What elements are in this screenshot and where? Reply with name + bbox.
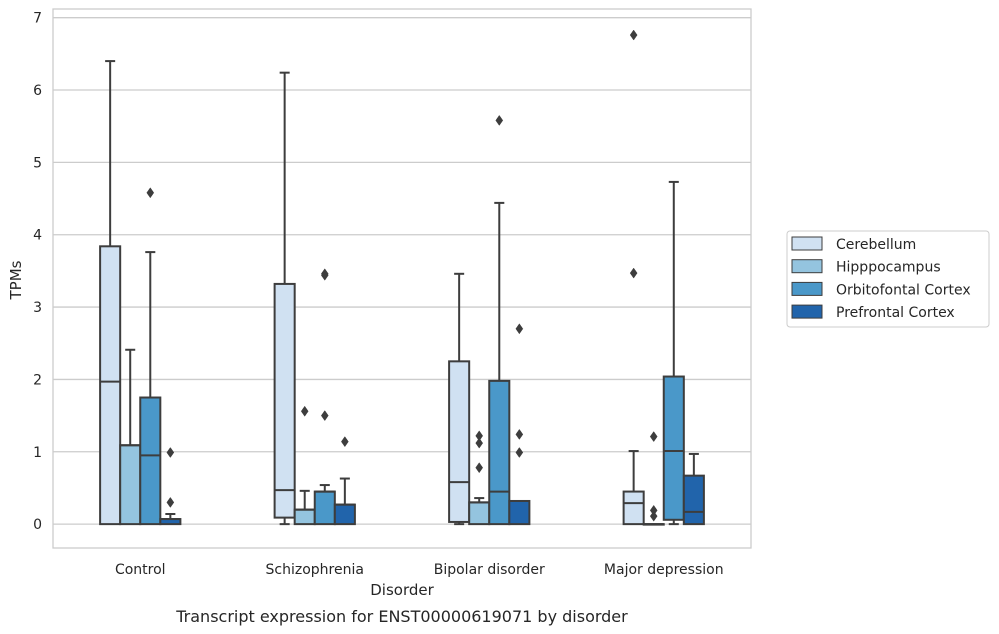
outlier-marker bbox=[649, 504, 658, 516]
legend-swatch bbox=[791, 281, 823, 296]
box-rect bbox=[468, 501, 491, 526]
legend-label: Prefrontal Cortex bbox=[836, 305, 955, 321]
box-rect bbox=[682, 474, 705, 526]
outlier-marker bbox=[515, 428, 524, 440]
y-tick-label: 2 bbox=[33, 372, 42, 388]
outlier-marker bbox=[495, 114, 504, 126]
y-tick-labels: 0 1 2 3 4 5 6 7 bbox=[33, 11, 42, 533]
box-group bbox=[682, 452, 705, 526]
box-rect bbox=[99, 245, 122, 526]
y-tick-label: 3 bbox=[33, 300, 42, 316]
x-tick-label: Major depression bbox=[604, 562, 724, 578]
box-group bbox=[99, 60, 122, 526]
x-tick-labels: Control Schizophrenia Bipolar disorder Majo… bbox=[115, 562, 724, 578]
box-group bbox=[448, 272, 471, 526]
y-tick-label: 6 bbox=[33, 83, 42, 99]
box-group bbox=[662, 180, 685, 526]
outlier-marker bbox=[146, 187, 155, 199]
box-rect bbox=[293, 508, 316, 526]
legend-swatch bbox=[791, 259, 823, 274]
outlier-marker bbox=[475, 430, 484, 442]
box-rect bbox=[488, 379, 511, 526]
box-group bbox=[333, 436, 356, 526]
box-group bbox=[488, 114, 511, 526]
legend-label: Orbitofontal Cortex bbox=[836, 282, 971, 298]
box-group bbox=[468, 430, 491, 526]
outlier-marker bbox=[515, 447, 524, 458]
box-rect bbox=[139, 396, 162, 526]
outlier-marker bbox=[320, 410, 329, 422]
box-rect bbox=[313, 490, 336, 526]
y-tick-label: 7 bbox=[33, 11, 42, 27]
outlier-marker bbox=[166, 496, 175, 508]
box-group bbox=[273, 71, 296, 526]
box-rect bbox=[508, 499, 531, 526]
outlier-marker bbox=[166, 447, 175, 458]
box-rect bbox=[448, 360, 471, 523]
y-tick-label: 1 bbox=[33, 445, 42, 461]
outlier-marker bbox=[649, 510, 658, 522]
box-rect bbox=[119, 444, 142, 526]
box-group bbox=[293, 405, 316, 526]
x-axis-label: Disorder bbox=[370, 581, 434, 599]
x-tick-label: Control bbox=[115, 562, 166, 578]
x-tick-label: Schizophrenia bbox=[266, 562, 364, 578]
outlier-marker bbox=[341, 436, 349, 448]
outlier-marker bbox=[320, 268, 329, 280]
box-group bbox=[508, 323, 531, 526]
outlier-marker bbox=[475, 462, 484, 474]
chart-caption: Transcript expression for ENST0000061907… bbox=[175, 607, 628, 626]
box-group bbox=[119, 348, 142, 526]
x-tick-label: Bipolar disorder bbox=[434, 562, 545, 578]
legend-swatch bbox=[791, 304, 823, 319]
box-rect bbox=[662, 375, 685, 521]
box-rect bbox=[273, 282, 296, 519]
outlier-marker bbox=[475, 437, 484, 449]
y-tick-label: 5 bbox=[33, 155, 42, 171]
legend: Cerebellum Hipppocampus Orbitofontal Corte… bbox=[786, 230, 990, 328]
plot-frame bbox=[52, 8, 752, 549]
legend-swatch bbox=[791, 236, 823, 251]
y-tick-label: 0 bbox=[33, 517, 42, 533]
legend-frame bbox=[786, 230, 990, 328]
box-rect bbox=[622, 490, 645, 526]
outlier-marker bbox=[649, 431, 658, 443]
box-rect bbox=[333, 503, 356, 526]
outlier-marker bbox=[629, 267, 638, 279]
legend-label: Cerebellum bbox=[836, 237, 916, 253]
legend-label: Hipppocampus bbox=[836, 260, 941, 276]
box-group bbox=[159, 447, 182, 526]
y-tick-label: 4 bbox=[33, 228, 42, 244]
boxes bbox=[99, 29, 705, 526]
outlier-marker bbox=[515, 323, 524, 335]
box-group bbox=[139, 187, 162, 526]
box-group bbox=[642, 431, 665, 526]
y-axis-label: TPMs bbox=[7, 260, 25, 300]
outlier-marker bbox=[629, 29, 638, 41]
box-group bbox=[622, 29, 645, 526]
outlier-marker bbox=[300, 405, 309, 417]
